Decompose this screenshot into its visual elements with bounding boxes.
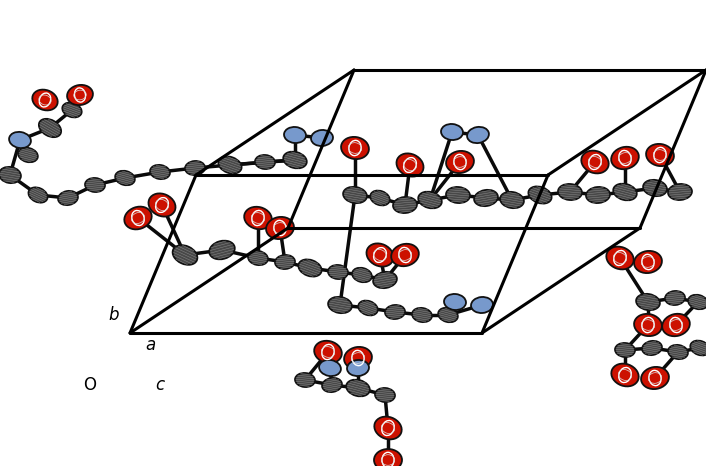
Ellipse shape <box>641 367 669 389</box>
Ellipse shape <box>359 301 378 315</box>
Ellipse shape <box>615 343 635 357</box>
Ellipse shape <box>185 161 205 175</box>
Ellipse shape <box>636 294 660 310</box>
Ellipse shape <box>665 291 685 305</box>
Ellipse shape <box>385 305 405 319</box>
Ellipse shape <box>124 206 152 229</box>
Ellipse shape <box>39 119 61 137</box>
Ellipse shape <box>634 251 662 273</box>
Ellipse shape <box>244 207 272 229</box>
Ellipse shape <box>266 217 294 239</box>
Ellipse shape <box>314 341 342 363</box>
Ellipse shape <box>328 265 348 279</box>
Ellipse shape <box>614 184 637 200</box>
Ellipse shape <box>248 251 268 265</box>
Ellipse shape <box>391 244 419 266</box>
Ellipse shape <box>375 388 395 402</box>
Ellipse shape <box>690 341 706 356</box>
Ellipse shape <box>467 127 489 143</box>
Ellipse shape <box>444 294 466 310</box>
Ellipse shape <box>150 165 170 179</box>
Ellipse shape <box>374 449 402 466</box>
Ellipse shape <box>642 341 662 355</box>
Ellipse shape <box>446 151 474 173</box>
Ellipse shape <box>322 378 342 392</box>
Text: O: O <box>83 376 96 394</box>
Ellipse shape <box>528 186 551 204</box>
Ellipse shape <box>85 178 105 192</box>
Ellipse shape <box>115 171 135 185</box>
Ellipse shape <box>275 255 295 269</box>
Ellipse shape <box>668 345 688 359</box>
Ellipse shape <box>611 147 639 169</box>
Ellipse shape <box>668 184 692 200</box>
Ellipse shape <box>255 155 275 169</box>
Ellipse shape <box>328 297 352 313</box>
Ellipse shape <box>500 192 524 208</box>
Text: b: b <box>108 306 119 324</box>
Ellipse shape <box>662 314 690 336</box>
Ellipse shape <box>343 187 367 203</box>
Ellipse shape <box>374 417 402 439</box>
Ellipse shape <box>283 151 307 168</box>
Ellipse shape <box>346 380 370 396</box>
Ellipse shape <box>319 360 341 376</box>
Ellipse shape <box>284 127 306 143</box>
Ellipse shape <box>438 308 457 322</box>
Ellipse shape <box>352 268 372 282</box>
Ellipse shape <box>32 89 58 110</box>
Ellipse shape <box>58 191 78 205</box>
Ellipse shape <box>9 132 31 148</box>
Ellipse shape <box>373 272 397 288</box>
Ellipse shape <box>646 144 674 166</box>
Ellipse shape <box>209 240 235 259</box>
Ellipse shape <box>18 148 38 162</box>
Ellipse shape <box>67 85 93 105</box>
Ellipse shape <box>446 187 470 203</box>
Ellipse shape <box>371 191 390 206</box>
Ellipse shape <box>295 373 315 387</box>
Ellipse shape <box>412 308 432 322</box>
Ellipse shape <box>643 180 667 196</box>
Text: c: c <box>155 376 164 394</box>
Ellipse shape <box>299 260 322 276</box>
Ellipse shape <box>634 314 662 336</box>
Ellipse shape <box>366 243 393 267</box>
Text: a: a <box>145 336 155 354</box>
Ellipse shape <box>173 245 198 265</box>
Ellipse shape <box>441 124 463 140</box>
Ellipse shape <box>0 167 21 183</box>
Ellipse shape <box>393 197 417 213</box>
Ellipse shape <box>586 187 610 203</box>
Ellipse shape <box>341 137 369 159</box>
Ellipse shape <box>344 347 372 369</box>
Ellipse shape <box>28 187 47 203</box>
Ellipse shape <box>148 193 176 217</box>
Ellipse shape <box>347 360 369 376</box>
Ellipse shape <box>581 151 609 173</box>
Ellipse shape <box>474 190 498 206</box>
Ellipse shape <box>606 247 634 269</box>
Ellipse shape <box>218 157 241 173</box>
Ellipse shape <box>558 184 582 200</box>
Ellipse shape <box>418 192 442 208</box>
Ellipse shape <box>397 153 424 177</box>
Ellipse shape <box>611 363 639 386</box>
Ellipse shape <box>471 297 493 313</box>
Ellipse shape <box>311 130 333 146</box>
Ellipse shape <box>688 295 706 309</box>
Ellipse shape <box>62 103 82 117</box>
